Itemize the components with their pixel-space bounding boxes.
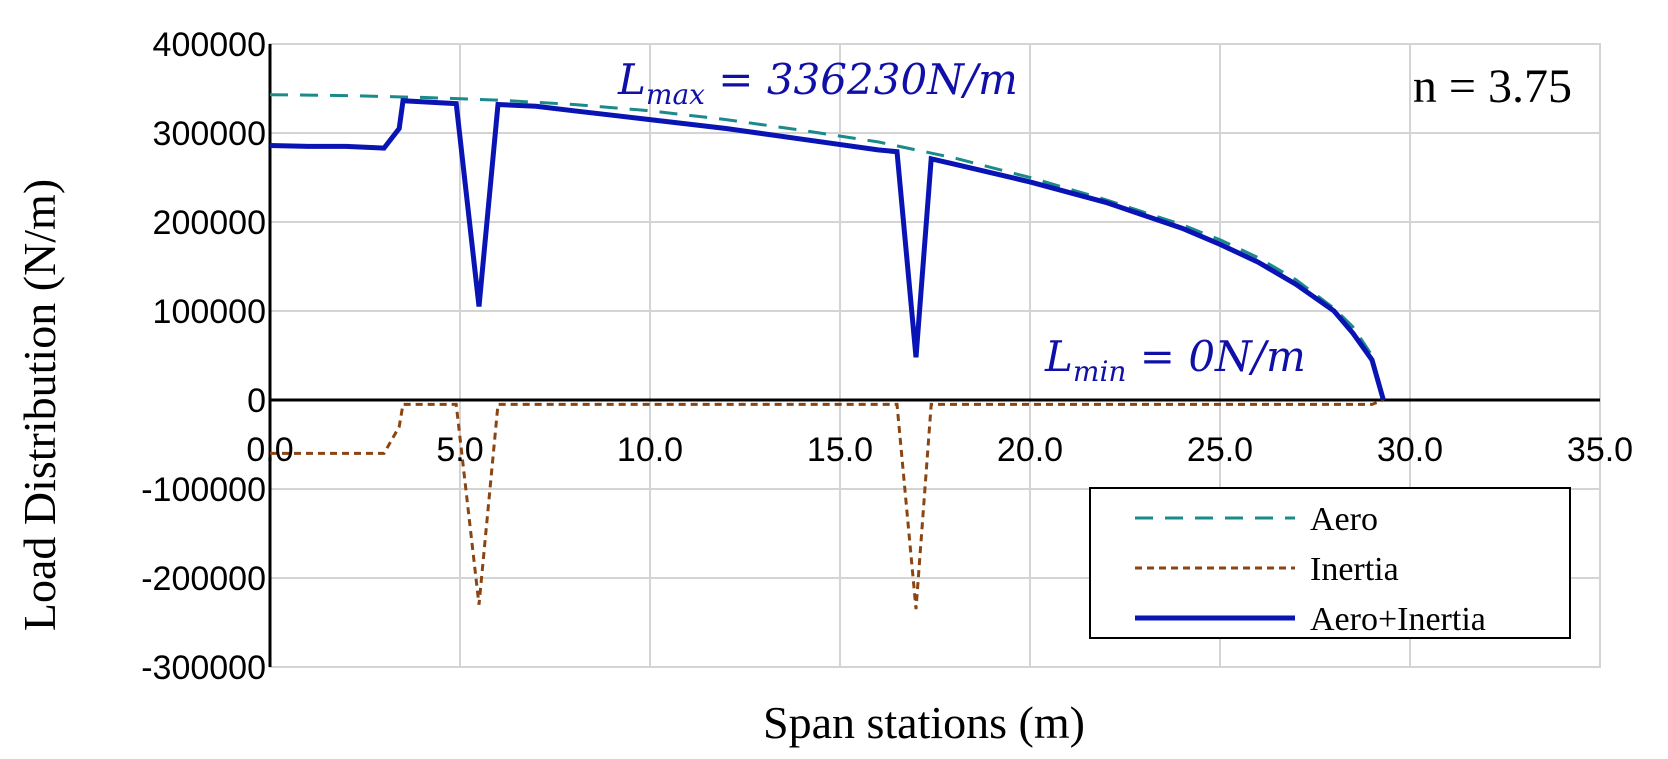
x-tick-label: 30.0	[1377, 431, 1443, 469]
y-tick-label: 300000	[153, 115, 266, 153]
legend-label: Aero+Inertia	[1310, 601, 1486, 638]
y-tick-label: 0	[247, 382, 266, 420]
y-tick-label: -200000	[141, 560, 266, 598]
series-lines	[269, 93, 1386, 610]
n-annotation: n = 3.75	[1413, 60, 1572, 113]
x-tick-label: 25.0	[1187, 431, 1253, 469]
x-tick-label: 20.0	[997, 431, 1063, 469]
series-line-inertia	[270, 398, 1384, 610]
lmin-annotation: Lmin = 0N/m	[1044, 332, 1306, 388]
lmax-value: = 336230N/m	[705, 55, 1018, 104]
lmin-value: = 0N/m	[1126, 332, 1305, 381]
x-tick-label: 35.0	[1567, 431, 1633, 469]
legend-label: Aero	[1310, 501, 1378, 538]
series-line-aero-inertia	[269, 98, 1386, 401]
x-tick-label: 15.0	[807, 431, 873, 469]
y-tick-label: 400000	[153, 26, 266, 64]
x-tick-label: 10.0	[617, 431, 683, 469]
y-tick-label: 100000	[153, 293, 266, 331]
y-axis-title: Load Distribution (N/m)	[14, 179, 65, 631]
lmax-subscript: max	[646, 78, 705, 111]
y-tick-label: -300000	[141, 649, 266, 687]
x-tick-label: 5.0	[436, 431, 483, 469]
legend-label: Inertia	[1310, 551, 1399, 588]
legend-box	[1089, 487, 1571, 639]
y-tick-label: -100000	[141, 471, 266, 509]
legend: Aero Inertia Aero+Inertia	[1089, 487, 1571, 639]
lmax-base: L	[617, 55, 646, 104]
x-tick-label: 0.0	[246, 431, 293, 469]
lmin-subscript: min	[1073, 355, 1127, 388]
x-axis-title: Span stations (m)	[763, 697, 1085, 748]
lmin-base: L	[1044, 332, 1073, 381]
y-tick-label: 200000	[153, 204, 266, 242]
tick-labels: 400000 300000 200000 100000 0 -100000 -200000 -…	[141, 26, 1633, 687]
lmax-annotation: Lmax = 336230N/m	[617, 55, 1018, 111]
